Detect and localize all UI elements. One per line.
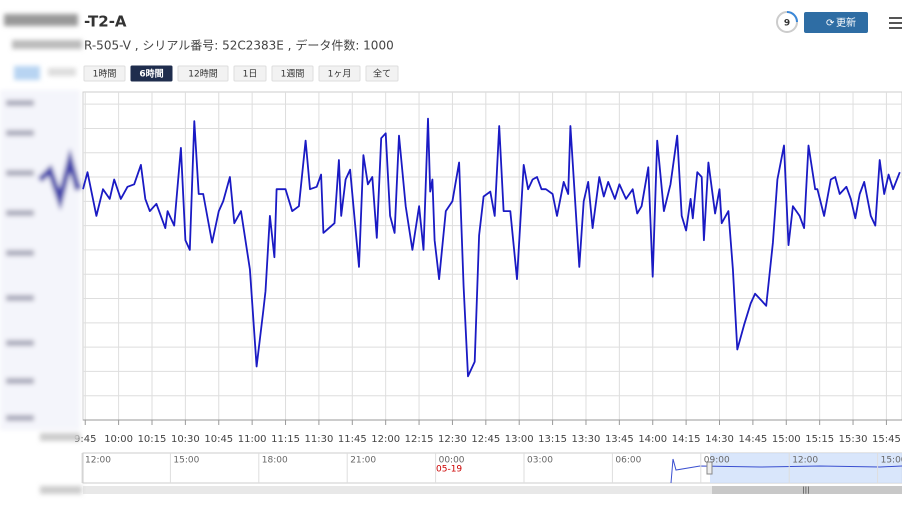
- range-button-label[interactable]: 1ヶ月: [328, 69, 352, 80]
- range-button-label[interactable]: 1日: [243, 69, 258, 80]
- navigator-label: 15:00: [173, 456, 199, 466]
- navigator-label: 03:00: [527, 456, 553, 466]
- scrollbar: [83, 486, 902, 494]
- x-tick-label: 12:00: [371, 434, 400, 445]
- range-button-label[interactable]: 1時間: [93, 69, 117, 80]
- range-button-label[interactable]: 12時間: [188, 69, 217, 80]
- range-button[interactable]: [83, 65, 126, 82]
- scrollbar-thumb[interactable]: [712, 486, 902, 494]
- countdown: 9: [784, 19, 790, 29]
- x-tick-label: 15:00: [772, 434, 801, 445]
- x-axis-labels: 9:45 10:00 10:15 10:30 10:45 11:00 11:15 11:30 1…: [74, 420, 901, 445]
- x-tick-label: 11:15: [271, 434, 300, 445]
- grid: [83, 92, 902, 420]
- range-button-label[interactable]: 1週間: [281, 69, 305, 80]
- x-tick-label: 14:45: [738, 434, 767, 445]
- navigator-label: 09:00: [704, 456, 730, 466]
- x-tick-label: 10:00: [104, 434, 133, 445]
- x-tick-label: 15:30: [839, 434, 868, 445]
- navigator-label: 00:00: [439, 456, 465, 466]
- title: -T2-A: [84, 13, 127, 31]
- subtitle: R-505-V , シリアル番号: 52C2383E , データ件数: 1000: [84, 38, 394, 53]
- x-tick-label: 11:00: [238, 434, 267, 445]
- range-button[interactable]: [318, 65, 361, 82]
- x-tick-label: 13:30: [572, 434, 601, 445]
- x-tick-label: 12:15: [405, 434, 434, 445]
- refresh-label[interactable]: 更新: [836, 16, 856, 29]
- x-tick-label: 10:30: [171, 434, 200, 445]
- navigator-selection[interactable]: [710, 453, 902, 483]
- plot: [82, 117, 901, 378]
- x-tick-label: 14:30: [705, 434, 734, 445]
- x-tick-label: 12:30: [438, 434, 467, 445]
- x-tick-label: 11:30: [304, 434, 333, 445]
- range-button-label[interactable]: 6時間: [139, 68, 163, 80]
- blurred-panel: [0, 14, 82, 494]
- navigator-label: 15:00: [881, 456, 902, 466]
- x-tick-label: 13:00: [505, 434, 534, 445]
- navigator-label: 21:00: [350, 456, 376, 466]
- x-tick-label: 10:15: [138, 434, 167, 445]
- navigator-labels: 12:00 15:00 18:00 21:00 00:00 03:00 06:00 09:00…: [81, 453, 902, 483]
- x-tick-label: 11:45: [338, 434, 367, 445]
- navigator-label: 18:00: [262, 456, 288, 466]
- range-button[interactable]: [130, 65, 173, 82]
- data-line: [82, 117, 901, 378]
- scroll-grip: |||: [802, 486, 809, 494]
- x-tick-label: 13:45: [605, 434, 634, 445]
- navigator-label: 12:00: [792, 456, 818, 466]
- plot-area: [82, 91, 902, 421]
- range-button-label[interactable]: 全て: [373, 68, 391, 80]
- menu-button[interactable]: [889, 17, 902, 29]
- navigator-handle[interactable]: [706, 461, 713, 475]
- range-button[interactable]: [365, 65, 399, 82]
- navigator-line: [670, 458, 902, 484]
- x-tick-label: 14:15: [672, 434, 701, 445]
- range-button[interactable]: [271, 65, 314, 82]
- countdown-progress: [786, 11, 798, 23]
- refresh-icon: ⟳: [826, 18, 835, 29]
- x-tick-label: 15:15: [805, 434, 834, 445]
- navigator-label: 12:00: [85, 456, 111, 466]
- x-tick-label: 13:15: [538, 434, 567, 445]
- range-button[interactable]: [233, 65, 267, 82]
- navigator-date: 05-19: [436, 465, 462, 475]
- range-button[interactable]: [177, 65, 229, 82]
- navigator-label: 06:00: [615, 456, 641, 466]
- x-tick-label: 10:45: [204, 434, 233, 445]
- x-tick-label: 9:45: [74, 434, 96, 445]
- x-tick-label: 14:00: [638, 434, 667, 445]
- x-tick-label: 12:45: [471, 434, 500, 445]
- range-buttons: 1時間 6時間 12時間 1日 1週間 1ヶ月 全て: [83, 65, 399, 82]
- refresh-button[interactable]: [804, 12, 868, 33]
- x-tick-label: 15:45: [872, 434, 901, 445]
